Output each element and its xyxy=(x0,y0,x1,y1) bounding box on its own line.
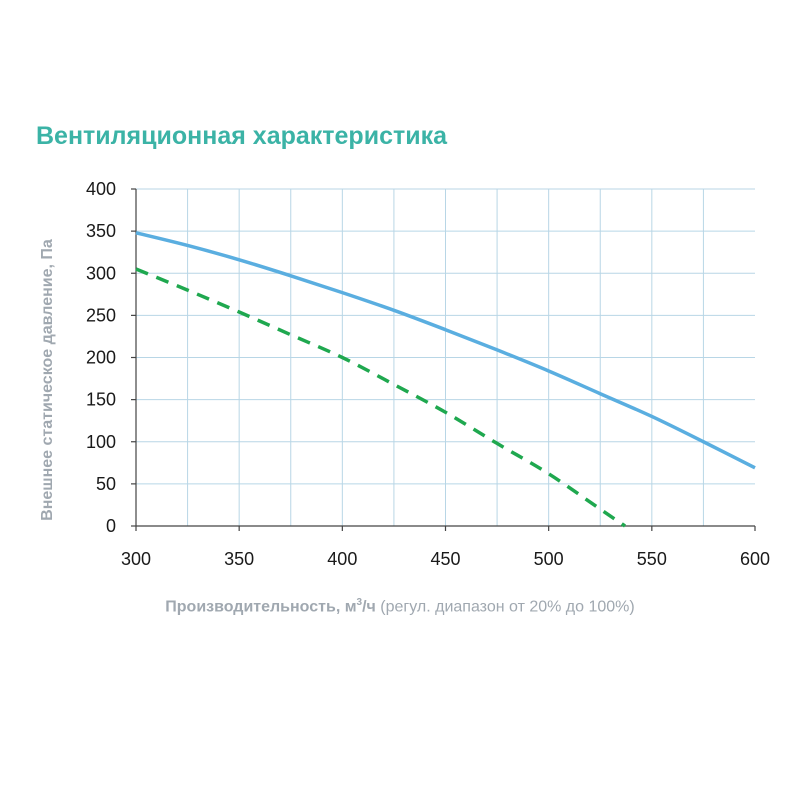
x-axis-label-superscript: 3 xyxy=(356,597,363,608)
x-tick-label: 600 xyxy=(740,549,770,569)
x-tick-label: 350 xyxy=(224,549,254,569)
x-tick-label: 300 xyxy=(121,549,151,569)
series-line-dashed xyxy=(135,267,626,528)
y-tick-label: 0 xyxy=(106,516,116,536)
y-tick-label: 200 xyxy=(86,348,116,368)
x-axis-label-main: Производительность, м xyxy=(165,598,357,616)
x-axis-label: Производительность, м3/ч (регул. диапазо… xyxy=(0,597,800,616)
y-tick-label: 150 xyxy=(86,390,116,410)
series-line-solid xyxy=(135,231,756,470)
y-tick-label: 250 xyxy=(86,305,116,325)
axes xyxy=(131,188,756,531)
x-axis-label-unit: /ч xyxy=(362,598,376,616)
y-tick-label: 50 xyxy=(96,474,116,494)
x-tick-label: 500 xyxy=(534,549,564,569)
y-tick-label: 350 xyxy=(86,221,116,241)
x-axis-label-range-note: (регул. диапазон от 20% до 100%) xyxy=(375,598,635,616)
tick-labels: 0 50 100 150 200 250 300 350 400 300 350 400 450 500 5… xyxy=(86,179,770,569)
x-tick-label: 450 xyxy=(430,549,460,569)
y-tick-label: 300 xyxy=(86,263,116,283)
y-tick-label: 400 xyxy=(86,179,116,199)
grid-lines xyxy=(136,188,755,526)
x-tick-label: 400 xyxy=(327,549,357,569)
x-tick-label: 550 xyxy=(637,549,667,569)
y-axis-label: Внешнее статическое давление, Па xyxy=(39,239,56,521)
series-lines xyxy=(135,231,756,528)
y-tick-label: 100 xyxy=(86,432,116,452)
chart-title: Вентиляционная характеристика xyxy=(36,122,447,150)
